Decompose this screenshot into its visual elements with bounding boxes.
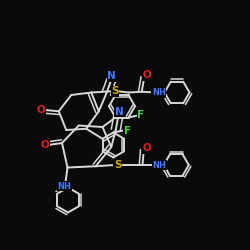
Text: S: S bbox=[114, 160, 121, 170]
Text: NH: NH bbox=[152, 88, 166, 97]
Text: O: O bbox=[40, 140, 49, 150]
Text: N: N bbox=[115, 107, 124, 117]
Text: NH: NH bbox=[57, 182, 71, 191]
Text: O: O bbox=[143, 143, 152, 153]
Text: N: N bbox=[108, 71, 116, 81]
Text: O: O bbox=[37, 105, 46, 115]
Text: O: O bbox=[143, 70, 152, 80]
Text: NH: NH bbox=[152, 160, 166, 170]
Text: F: F bbox=[124, 126, 131, 136]
Text: F: F bbox=[138, 110, 144, 120]
Text: S: S bbox=[111, 86, 119, 96]
